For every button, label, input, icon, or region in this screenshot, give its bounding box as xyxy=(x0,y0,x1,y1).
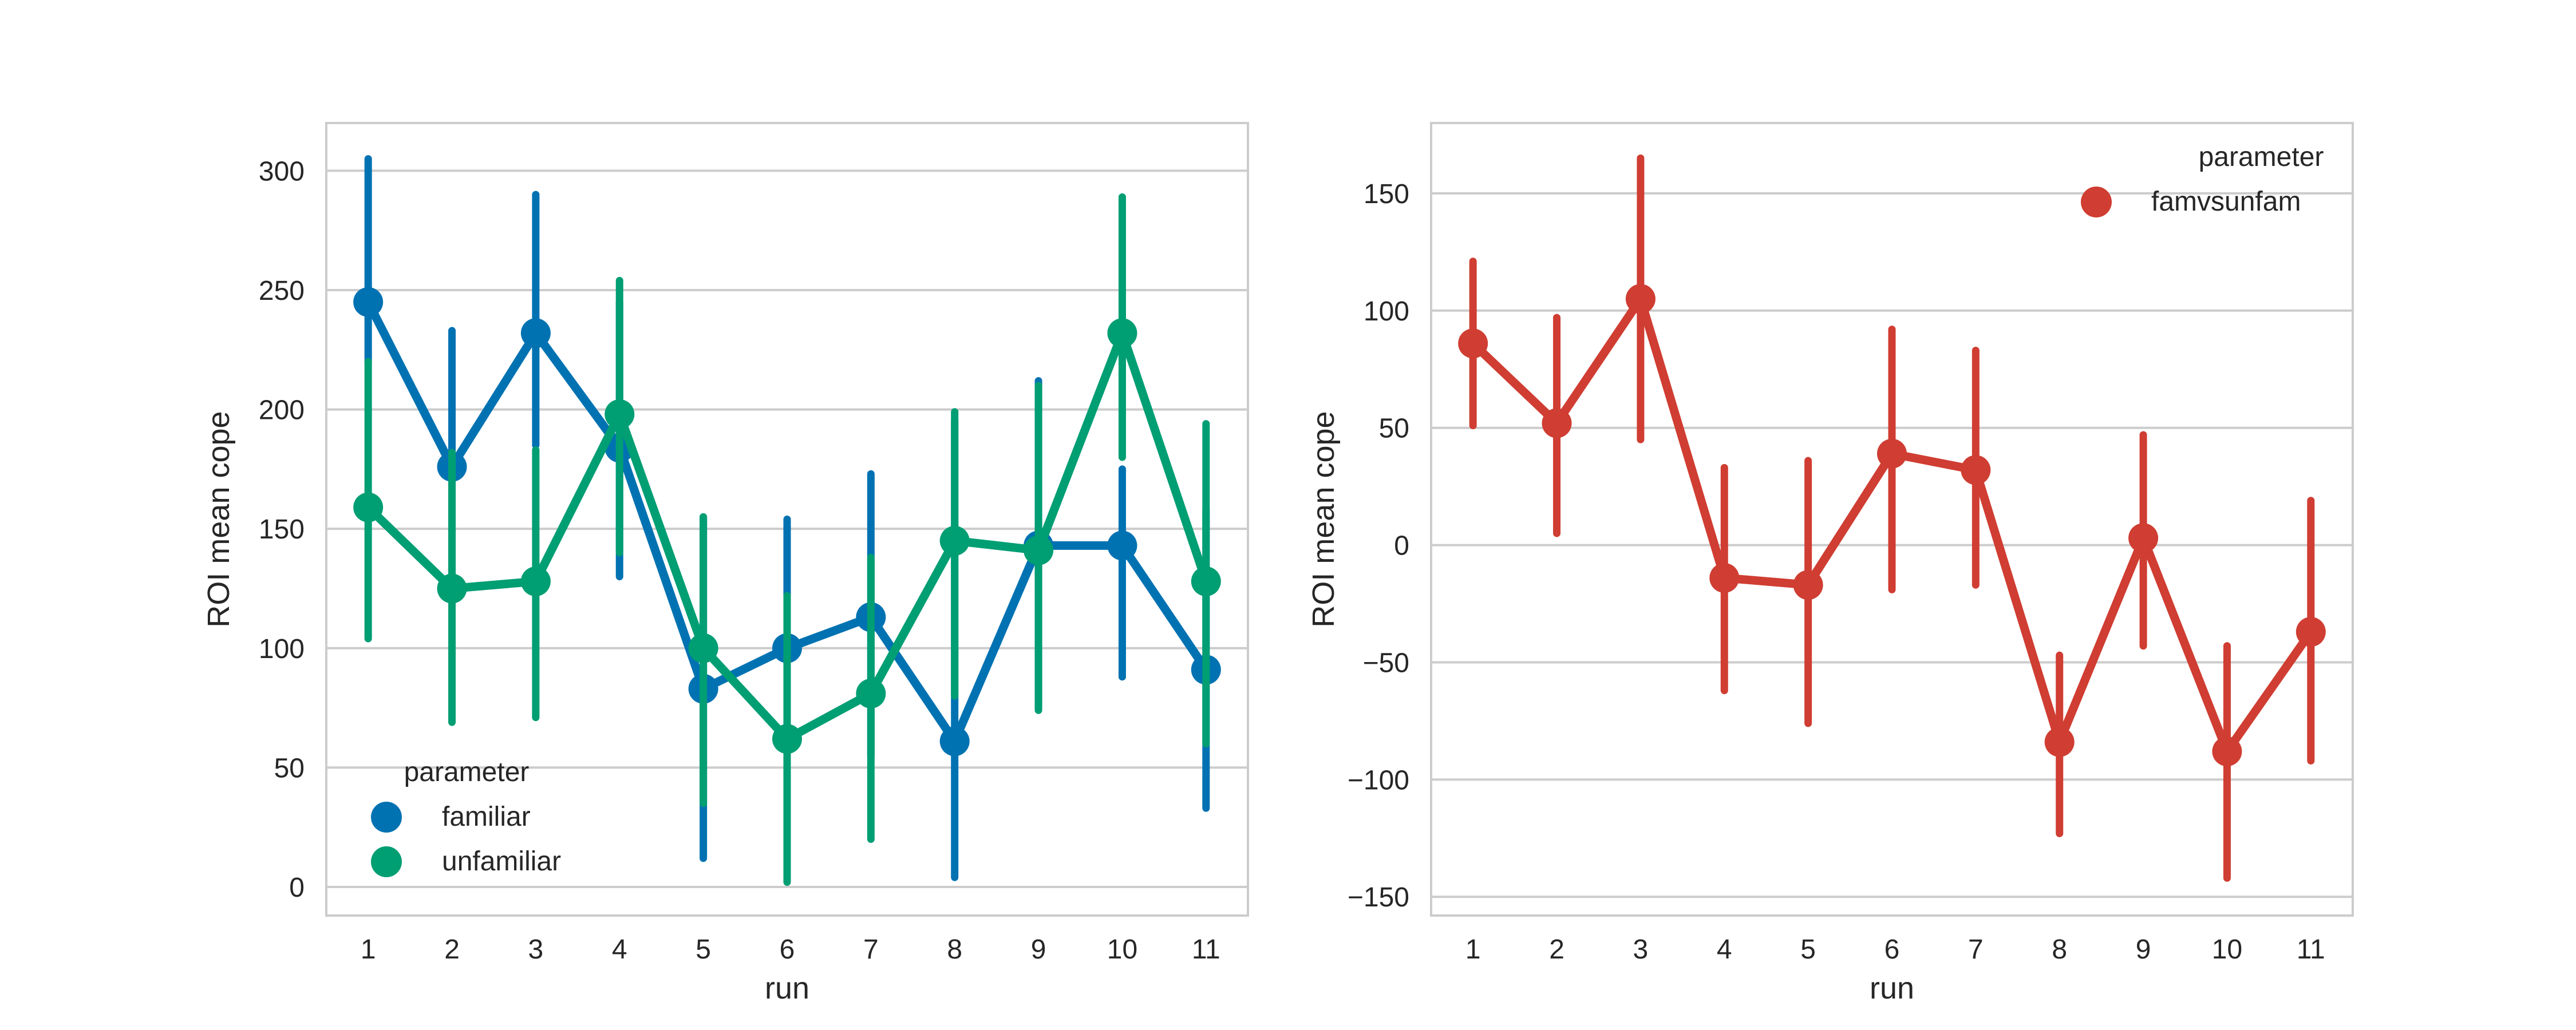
legend-label: unfamiliar xyxy=(442,846,561,877)
x-tick-label: 7 xyxy=(863,934,879,965)
legend-title: parameter xyxy=(2199,142,2324,172)
y-tick-label: 0 xyxy=(289,873,305,903)
data-point xyxy=(1793,570,1823,600)
y-tick-label: 150 xyxy=(1364,179,1409,209)
data-point xyxy=(856,679,886,709)
x-tick-label: 2 xyxy=(1549,934,1564,965)
legend: parameter familiar unfamiliar xyxy=(371,757,561,877)
data-point xyxy=(939,526,970,556)
x-tick-label: 6 xyxy=(780,934,795,965)
legend: parameter famvsunfam xyxy=(2081,142,2324,217)
data-point xyxy=(2212,736,2242,767)
plot-frame xyxy=(325,122,1249,917)
data-point xyxy=(1542,408,1572,438)
y-tick-label: 50 xyxy=(274,753,305,783)
data-point xyxy=(353,492,384,522)
x-tick-label: 4 xyxy=(612,934,627,965)
y-tick-label: −150 xyxy=(1348,882,1409,913)
x-tick-label: 11 xyxy=(1192,934,1220,965)
x-tick-label: 7 xyxy=(1968,934,1984,965)
y-axis-title: ROI mean cope xyxy=(1306,411,1341,627)
data-point xyxy=(1961,455,1991,485)
x-tick-label: 10 xyxy=(2212,934,2242,965)
chart-right-panel: −150 −100 −50 0 50 100 150 1 2 3 4 5 6 7 8 9 10 11 run ROI … xyxy=(1306,122,2354,1005)
x-tick-label: 3 xyxy=(528,934,544,965)
x-tick-label: 11 xyxy=(2297,934,2325,965)
y-tick-label: 150 xyxy=(259,514,305,545)
y-tick-label: 0 xyxy=(1394,531,1409,561)
data-point xyxy=(2128,523,2159,553)
legend-label: familiar xyxy=(442,802,531,832)
x-tick-label: 2 xyxy=(444,934,460,965)
x-tick-label: 5 xyxy=(1800,934,1816,965)
series-famvsunfam xyxy=(1458,154,2326,882)
data-point xyxy=(2044,727,2075,757)
data-point xyxy=(437,573,467,604)
data-point xyxy=(2296,617,2326,647)
legend-marker xyxy=(2081,187,2112,217)
y-tick-label: 300 xyxy=(259,156,305,187)
x-tick-label: 10 xyxy=(1107,934,1137,965)
x-tick-label: 8 xyxy=(947,934,962,965)
x-axis-title: run xyxy=(1870,971,1914,1005)
data-point xyxy=(1625,284,1656,314)
x-tick-label: 5 xyxy=(696,934,711,965)
y-tick-label: 100 xyxy=(1364,296,1409,327)
y-tick-label: 100 xyxy=(259,634,305,664)
data-point xyxy=(1024,535,1054,565)
legend-label: famvsunfam xyxy=(2151,187,2301,217)
data-point xyxy=(1877,438,1907,469)
x-tick-label: 8 xyxy=(2052,934,2067,965)
y-axis-title: ROI mean cope xyxy=(202,411,236,627)
x-tick-label: 4 xyxy=(1717,934,1732,965)
legend-marker xyxy=(371,846,402,877)
x-tick-label: 9 xyxy=(2136,934,2151,965)
data-point xyxy=(605,399,635,429)
y-tick-label: −50 xyxy=(1363,648,1409,678)
x-tick-label: 3 xyxy=(1633,934,1649,965)
data-point xyxy=(1709,562,1740,593)
x-axis-title: run xyxy=(765,971,809,1005)
data-point xyxy=(1107,318,1137,348)
x-tick-label: 6 xyxy=(1884,934,1900,965)
chart-left-panel: 0 50 100 150 200 250 300 1 2 3 4 5 6 7 8 9 10 11 run ROI me… xyxy=(202,122,1249,1005)
data-point xyxy=(772,724,802,754)
y-tick-label: −100 xyxy=(1348,765,1409,795)
data-point xyxy=(939,726,970,756)
x-tick-label: 1 xyxy=(361,934,376,965)
y-tick-label: 250 xyxy=(259,276,305,306)
legend-marker xyxy=(371,802,402,833)
y-tick-label: 50 xyxy=(1379,414,1409,444)
data-point xyxy=(1107,530,1137,561)
data-point xyxy=(688,633,718,663)
data-point xyxy=(353,287,384,317)
series-unfamiliar xyxy=(353,193,1221,886)
data-point xyxy=(1458,328,1488,359)
legend-title: parameter xyxy=(404,757,530,787)
data-point xyxy=(520,566,551,596)
data-point xyxy=(1191,566,1221,596)
x-tick-label: 1 xyxy=(1465,934,1481,965)
x-tick-label: 9 xyxy=(1031,934,1046,965)
data-point xyxy=(520,318,551,348)
plot-frame xyxy=(1430,122,2354,917)
y-tick-label: 200 xyxy=(259,395,305,426)
